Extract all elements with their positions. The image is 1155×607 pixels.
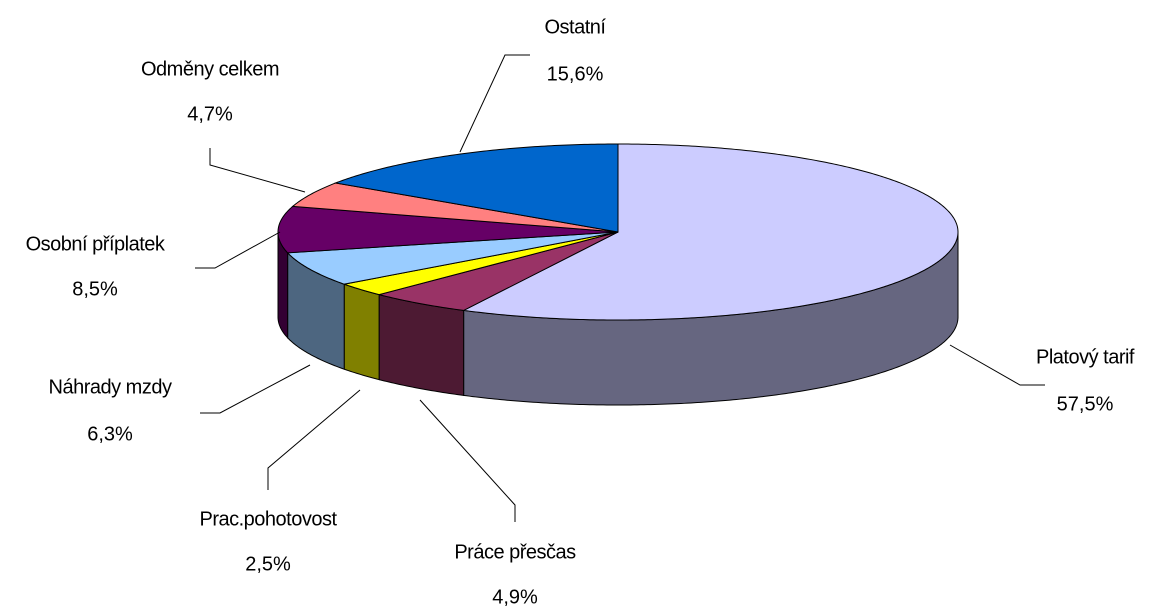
slice-label: Ostatní [545, 16, 607, 38]
leader-line [209, 148, 306, 193]
slice-label: Náhrady mzdy [49, 376, 172, 398]
value-label: 4,9% [492, 586, 538, 607]
slice [378, 231, 619, 311]
value-label: 4,7% [187, 103, 233, 125]
leader-line [419, 399, 516, 522]
leader-line [267, 389, 361, 490]
value-label: 57,5% [1057, 393, 1114, 415]
slice [333, 143, 619, 233]
leader-line [949, 344, 1045, 386]
leader-line [200, 364, 311, 414]
slice-label: Odměny celkem [141, 58, 279, 80]
slice-side [343, 283, 380, 381]
slice [277, 205, 619, 254]
slice-label: Osobní příplatek [26, 233, 166, 255]
slice [291, 182, 619, 233]
slice [286, 231, 619, 285]
slice-label: Platový tarif [1036, 346, 1135, 368]
slice [461, 143, 959, 321]
value-label: 8,5% [72, 278, 118, 300]
slice [342, 231, 619, 296]
slice-label: Práce přesčas [454, 541, 576, 563]
value-label: 15,6% [547, 63, 604, 85]
value-label: 6,3% [87, 423, 133, 445]
slice-label: Prac.pohotovost [199, 508, 337, 530]
value-label: 2,5% [245, 553, 291, 575]
leader-line [195, 231, 281, 269]
slice-side [378, 293, 465, 396]
leader-line [459, 54, 530, 153]
